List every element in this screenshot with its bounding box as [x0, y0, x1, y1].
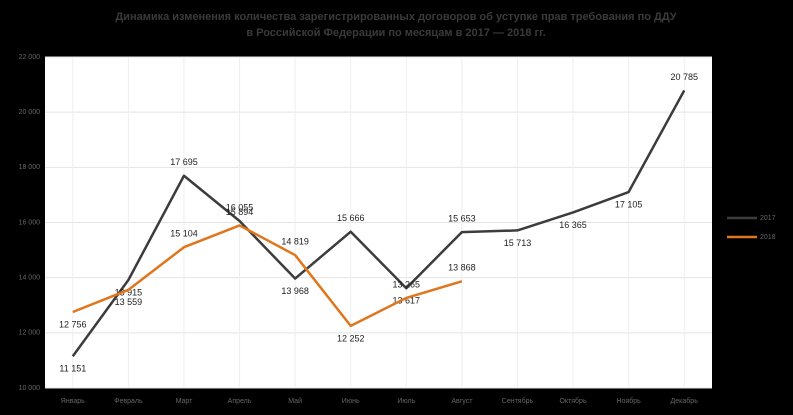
data-label: 13 617 — [393, 296, 421, 306]
data-label: 12 252 — [337, 333, 365, 343]
x-tick-label: Июль — [397, 398, 415, 405]
x-tick-label: Январь — [61, 398, 85, 405]
legend-label: 2017 — [760, 215, 776, 222]
x-tick-label: Март — [176, 398, 194, 405]
series-line — [72, 224, 463, 328]
series-line — [71, 89, 686, 357]
y-tick-label: 20 000 — [19, 109, 41, 116]
x-tick-label: Ноябрь — [616, 397, 641, 405]
x-tick-label: Май — [288, 397, 302, 405]
data-label: 13 968 — [281, 286, 309, 296]
data-label: 13 265 — [393, 279, 421, 289]
x-tick-label: Сентябрь — [502, 397, 534, 405]
data-label: 16 055 — [226, 202, 254, 212]
y-tick-label: 22 000 — [19, 54, 41, 61]
y-tick-label: 14 000 — [19, 275, 41, 282]
data-label: 15 104 — [170, 229, 198, 239]
x-tick-label: Июнь — [342, 398, 360, 405]
data-label: 14 819 — [281, 236, 309, 246]
data-label: 15 713 — [504, 238, 532, 248]
data-label: 11 151 — [59, 364, 86, 374]
data-label: 15 666 — [337, 213, 365, 223]
data-label: 13 915 — [115, 287, 143, 297]
x-tick-label: Декабрь — [671, 397, 699, 405]
chart-title: Динамика изменения количества зарегистри… — [115, 11, 676, 23]
data-label: 13 559 — [115, 297, 143, 307]
data-label: 12 756 — [59, 319, 87, 329]
data-label: 17 105 — [615, 199, 643, 209]
y-tick-label: 18 000 — [19, 164, 41, 171]
data-label: 16 365 — [559, 220, 587, 230]
x-tick-label: Апрель — [228, 398, 252, 405]
y-tick-label: 10 000 — [19, 385, 41, 392]
x-tick-label: Октябрь — [559, 397, 586, 405]
x-tick-label: Февраль — [114, 398, 143, 405]
legend-label: 2018 — [760, 234, 776, 241]
data-label: 15 894 — [226, 207, 254, 217]
data-label: 20 785 — [670, 72, 698, 82]
y-tick-label: 12 000 — [19, 330, 41, 337]
y-tick-label: 16 000 — [19, 219, 41, 226]
data-label: 15 653 — [448, 213, 476, 223]
chart-subtitle: в Российской Федерации по месяцам в 2017… — [246, 27, 545, 39]
x-tick-label: Август — [451, 398, 473, 405]
data-label: 13 868 — [448, 263, 476, 273]
data-label: 17 695 — [170, 157, 198, 167]
